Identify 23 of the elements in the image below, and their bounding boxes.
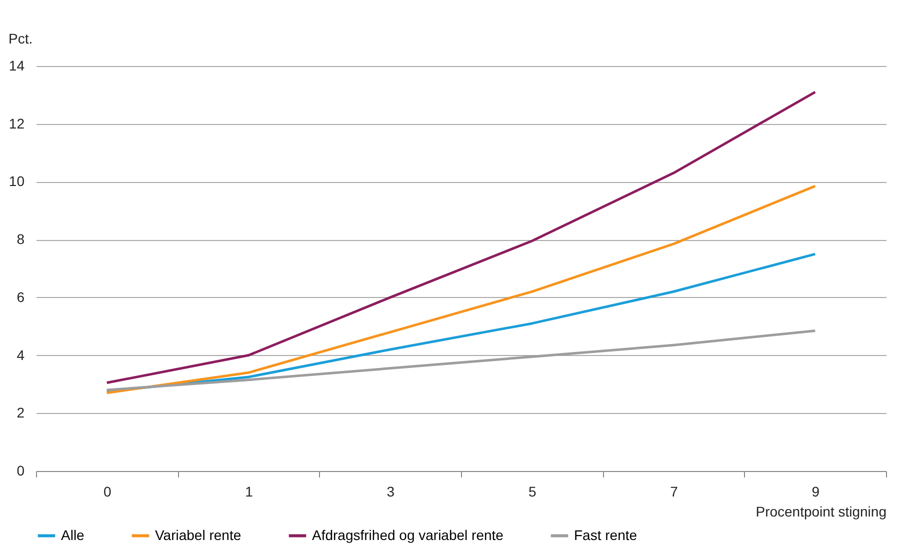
x-axis-title: Procentpoint stigning bbox=[756, 504, 886, 520]
y-axis-title: Pct. bbox=[8, 30, 33, 46]
legend-label: Afdragsfrihed og variabel rente bbox=[312, 526, 504, 543]
line-series bbox=[106, 90, 816, 384]
x-tick-label: 3 bbox=[386, 484, 395, 500]
x-tick-label: 1 bbox=[245, 484, 254, 500]
legend-label: Fast rente bbox=[574, 526, 638, 543]
x-tick-label: 9 bbox=[812, 484, 820, 500]
legend-label: Alle bbox=[61, 526, 85, 543]
y-tick-label: 6 bbox=[16, 288, 25, 305]
line-series bbox=[106, 184, 816, 394]
x-tick-label: 0 bbox=[103, 484, 112, 500]
y-tick-label: 14 bbox=[8, 58, 25, 74]
x-tick-label: 7 bbox=[670, 484, 678, 500]
y-tick-label: 4 bbox=[16, 346, 25, 363]
line-series bbox=[106, 329, 816, 392]
y-tick-label: 10 bbox=[8, 173, 25, 190]
y-tick-label: 0 bbox=[16, 462, 25, 478]
legend-label: Variabel rente bbox=[155, 526, 242, 543]
y-tick-label: 2 bbox=[16, 404, 25, 421]
y-tick-label: 12 bbox=[8, 115, 25, 132]
y-tick-label: 8 bbox=[16, 231, 25, 248]
x-tick-label: 5 bbox=[528, 484, 536, 500]
